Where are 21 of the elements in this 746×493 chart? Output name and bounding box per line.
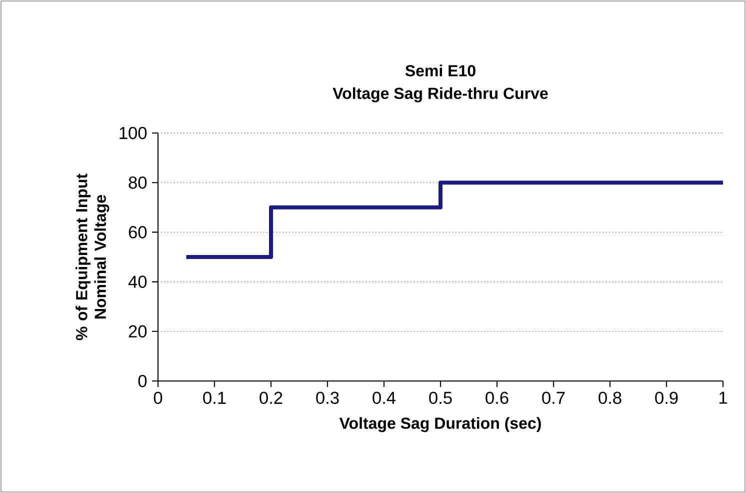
x-tick-label: 0.4 <box>372 392 396 404</box>
x-tick-label: 0 <box>154 392 162 404</box>
x-tick-label: 0.6 <box>486 392 508 404</box>
y-tick-label: 60 <box>128 226 147 238</box>
y-axis-title: % of Equipment Input Nominal Voltage <box>76 174 110 340</box>
y-tick-label: 20 <box>128 325 147 338</box>
x-tick-label: 0.8 <box>598 392 622 404</box>
x-tick-label: 0.1 <box>203 392 226 404</box>
x-tick-label: 0.3 <box>316 392 339 404</box>
y-tick-label: 100 <box>120 126 147 140</box>
x-tick-label: 0.2 <box>260 392 282 404</box>
x-tick-label: 1 <box>720 392 727 404</box>
x-tick-label: 0.9 <box>655 392 678 404</box>
chart-title: Semi E10 <box>405 64 476 76</box>
x-tick-label: 0.7 <box>542 392 565 404</box>
x-axis-title: Voltage Sag Duration (sec) <box>339 417 541 432</box>
chart-subtitle: Voltage Sag Ride-thru Curve <box>332 87 548 102</box>
y-tick-label: 80 <box>128 176 147 189</box>
y-tick-label: 40 <box>128 276 147 288</box>
x-tick-label: 0.5 <box>429 392 452 404</box>
y-tick-label: 0 <box>138 374 147 388</box>
